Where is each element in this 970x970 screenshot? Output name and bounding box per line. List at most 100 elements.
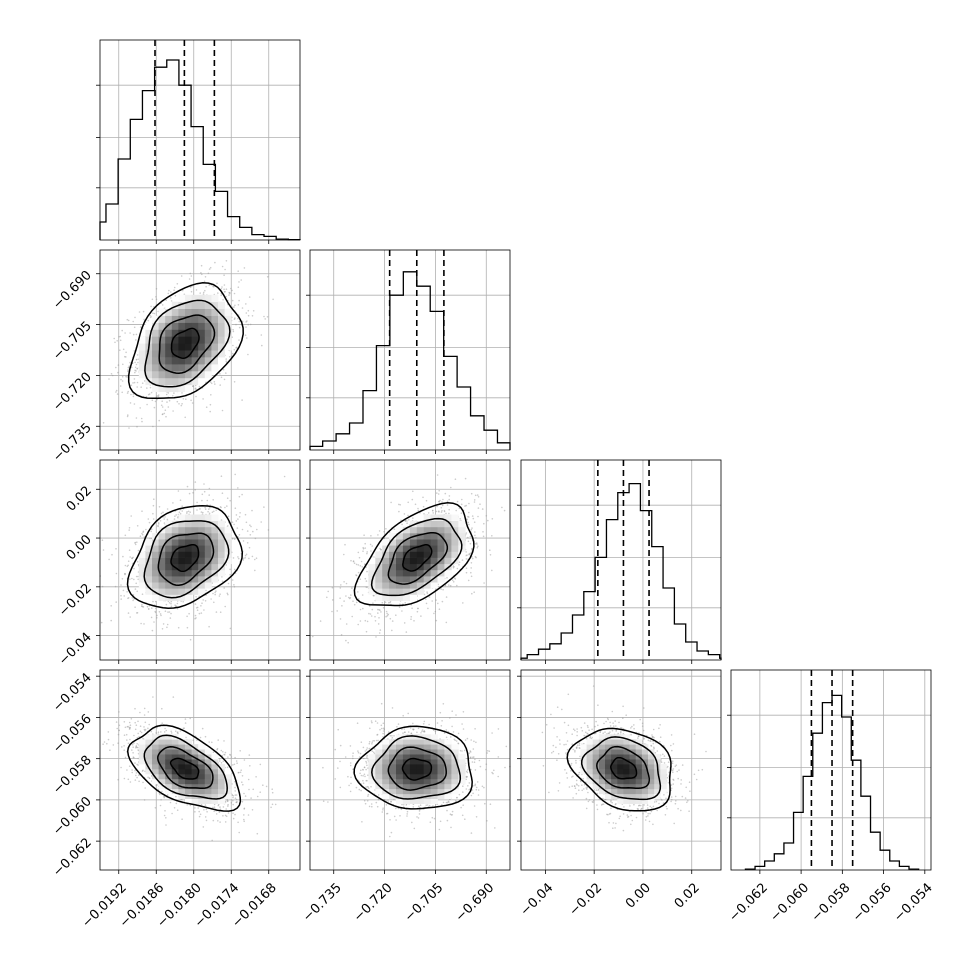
sample-point: [441, 600, 444, 603]
density-cell: [198, 557, 206, 565]
sample-point: [423, 513, 425, 515]
sample-point: [192, 492, 194, 494]
sample-point: [186, 615, 188, 618]
density-cell: [198, 588, 206, 595]
density-cell: [224, 526, 232, 534]
sample-point: [116, 393, 119, 395]
sample-point: [169, 617, 172, 619]
sample-point: [481, 508, 484, 510]
sample-point: [445, 621, 448, 624]
sample-point: [134, 543, 137, 546]
sample-point: [151, 528, 153, 531]
sample-point: [174, 295, 177, 297]
sample-point: [217, 292, 219, 294]
sample-point: [190, 399, 192, 402]
sample-point: [127, 612, 130, 614]
sample-point: [371, 608, 374, 611]
sample-point: [252, 310, 255, 312]
sample-point: [448, 508, 451, 511]
sample-point: [350, 594, 352, 596]
sample-point: [234, 304, 236, 307]
sample-point: [155, 607, 157, 610]
sample-point: [152, 312, 154, 315]
density-cell: [152, 350, 159, 358]
sample-point: [196, 609, 199, 611]
sample-point: [254, 537, 257, 540]
sample-point: [234, 473, 236, 476]
sample-point: [378, 617, 380, 619]
sample-point: [131, 597, 134, 599]
sample-point: [127, 370, 129, 373]
sample-point: [173, 392, 175, 394]
density-cell: [178, 350, 186, 358]
density-cell: [218, 336, 225, 344]
sample-point: [124, 355, 126, 358]
sample-point: [345, 582, 348, 585]
sample-point: [251, 509, 253, 512]
sample-point: [209, 410, 211, 413]
sample-point: [438, 489, 441, 492]
sample-point: [369, 613, 372, 615]
sample-point: [141, 593, 144, 595]
sample-point: [219, 373, 221, 375]
sample-point: [208, 512, 211, 515]
sample-point: [210, 598, 212, 600]
sample-point: [110, 605, 112, 607]
sample-point: [366, 552, 368, 555]
sample-point: [215, 509, 217, 512]
sample-point: [119, 339, 122, 342]
sample-point: [161, 628, 164, 630]
density-cell: [165, 551, 173, 558]
sample-point: [471, 592, 473, 595]
sample-point: [266, 276, 269, 278]
sample-point: [238, 495, 241, 498]
sample-point: [398, 510, 400, 513]
density-cell: [165, 357, 173, 365]
density-cell: [152, 576, 159, 583]
sample-point: [181, 505, 183, 508]
sample-point: [224, 506, 226, 509]
density-cell: [178, 343, 186, 351]
sample-point: [389, 600, 392, 603]
panel-frame: [309, 249, 511, 451]
sample-point: [100, 621, 103, 624]
density-cell: [178, 336, 186, 344]
sample-point: [168, 602, 171, 604]
sample-point: [347, 641, 350, 644]
sample-point: [458, 564, 460, 566]
sample-point: [164, 610, 167, 612]
sample-point: [451, 579, 454, 581]
sample-point: [137, 575, 139, 578]
density-cell: [165, 545, 173, 552]
sample-point: [238, 299, 240, 302]
density-cell: [171, 343, 179, 351]
sample-point: [210, 394, 212, 396]
sample-point: [336, 610, 339, 612]
sample-point: [101, 539, 104, 541]
sample-point: [377, 534, 379, 536]
sample-point: [163, 518, 165, 520]
sample-point: [149, 386, 152, 389]
sample-point: [225, 564, 227, 566]
sample-point: [244, 334, 247, 337]
sample-point: [129, 556, 131, 558]
sample-point: [208, 284, 210, 286]
sample-point: [137, 578, 139, 581]
sample-point: [242, 557, 245, 560]
sample-point: [234, 317, 236, 319]
sample-point: [213, 510, 215, 513]
sample-point: [121, 329, 123, 332]
sample-point: [131, 557, 133, 559]
sample-point: [149, 316, 152, 319]
sample-point: [194, 388, 197, 390]
density-cell: [145, 364, 153, 372]
sample-point: [124, 564, 127, 567]
sample-point: [364, 619, 367, 622]
sample-point: [200, 511, 203, 513]
density-cell: [198, 545, 206, 552]
sample-point: [124, 534, 127, 537]
sample-point: [343, 581, 345, 583]
sample-point: [219, 611, 222, 613]
density-cell: [178, 308, 186, 316]
sample-point: [470, 575, 473, 578]
